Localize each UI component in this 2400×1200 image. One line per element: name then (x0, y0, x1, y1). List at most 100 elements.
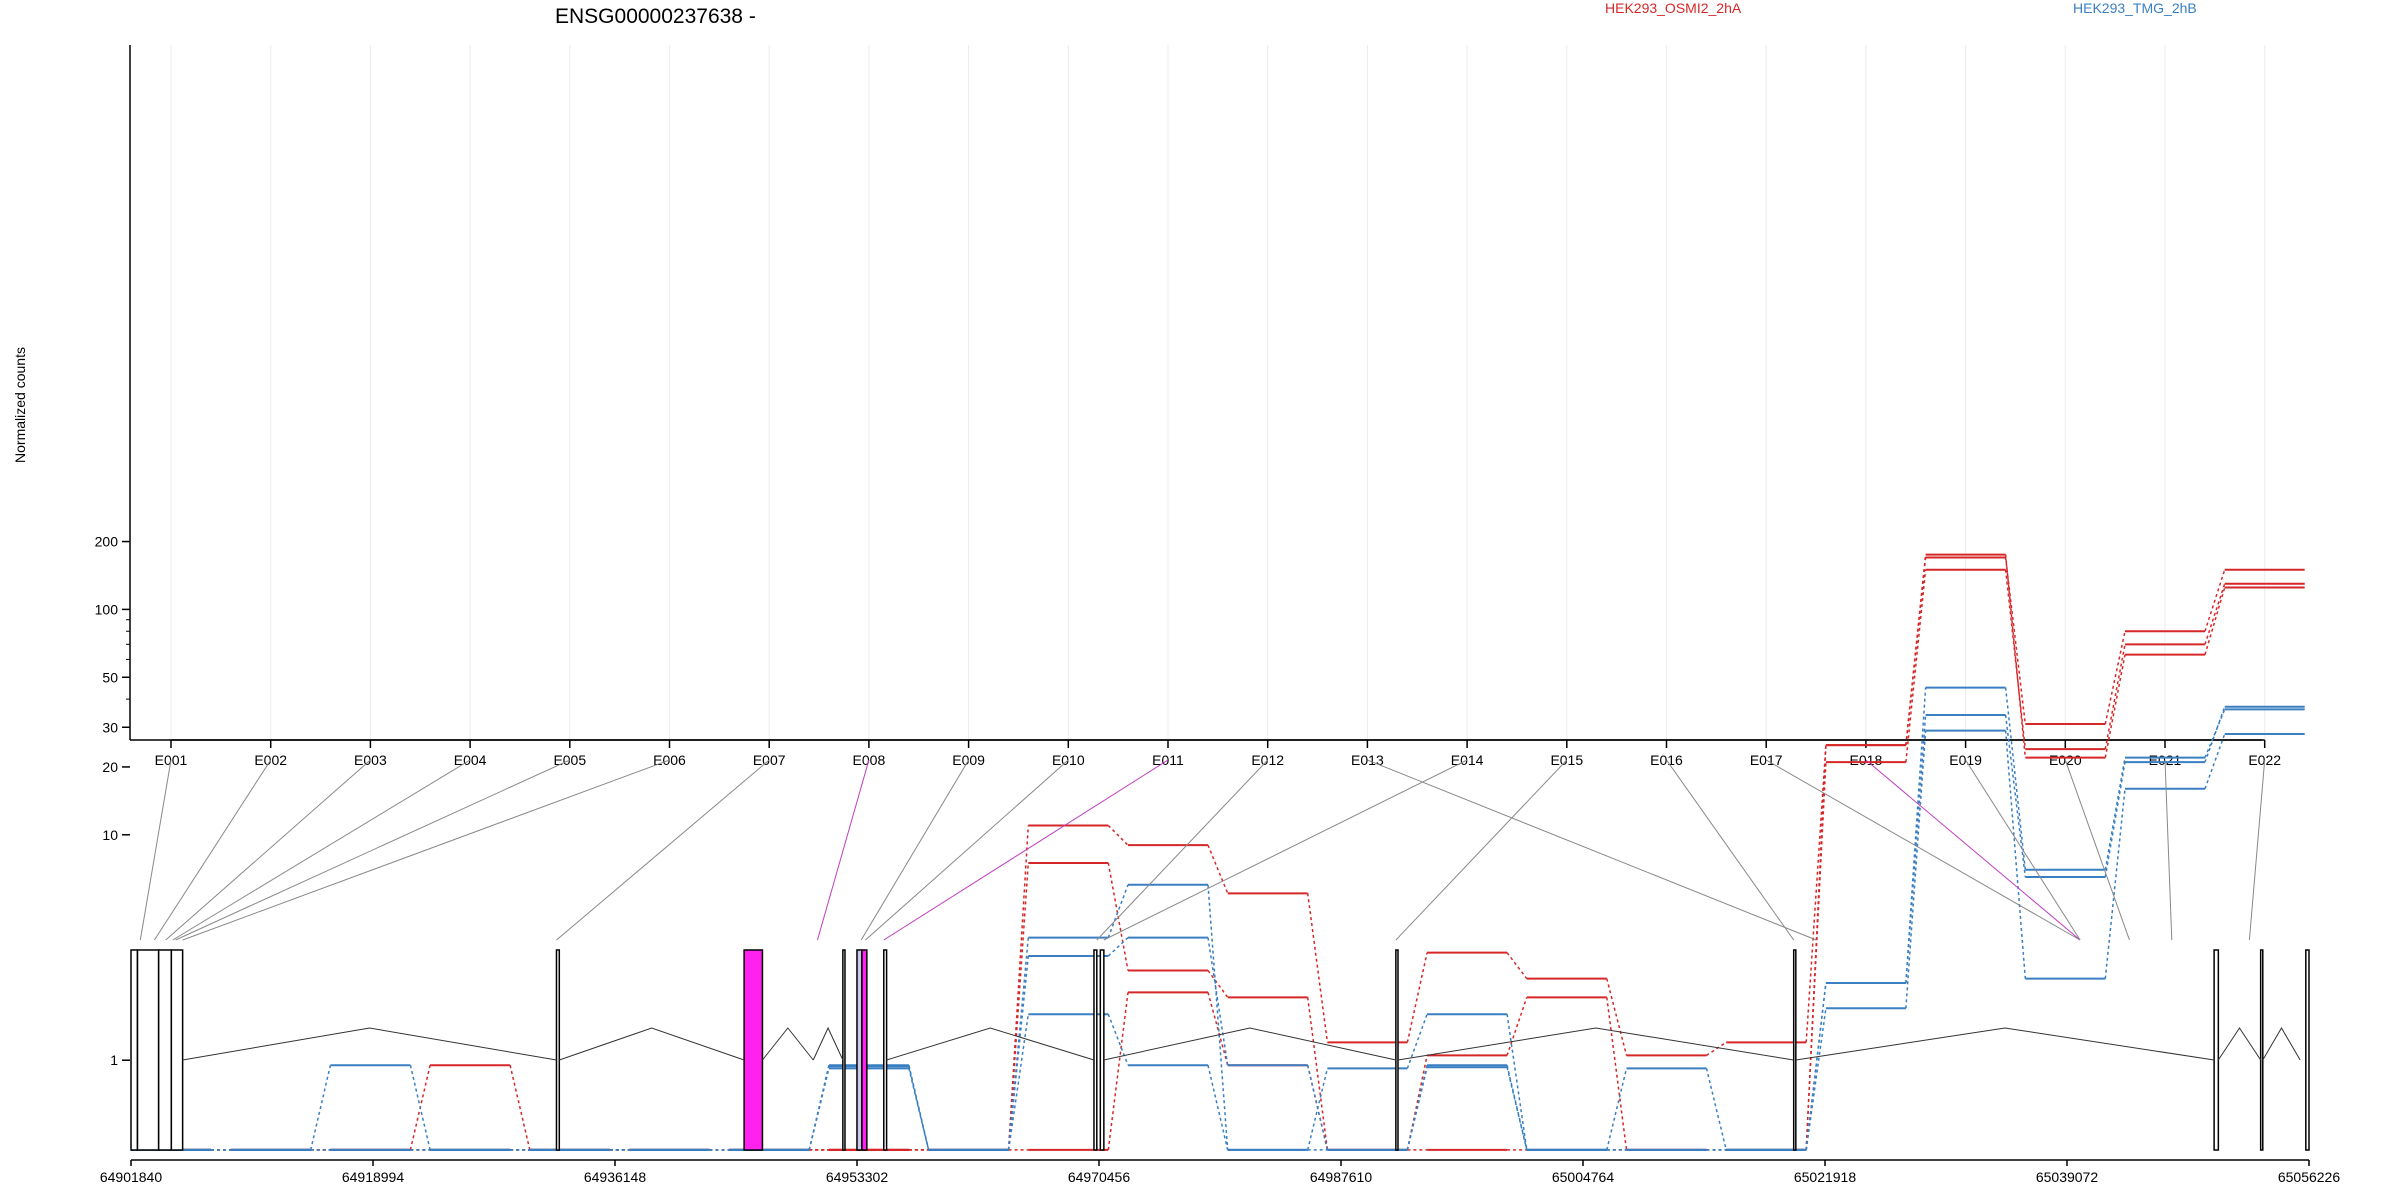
x-tick-label-E022: E022 (2248, 752, 2281, 768)
gridlines (170, 45, 2266, 740)
series-connector (1705, 1068, 1727, 1151)
x-tick-label-E012: E012 (1251, 752, 1284, 768)
exon-block-6 (842, 949, 846, 1151)
exon-block-1 (136, 949, 160, 1151)
series-connector (1306, 893, 1329, 1043)
series-connector (1207, 1065, 1229, 1151)
intron-1 (559, 1027, 745, 1061)
legend-label-tmg: HEK293_TMG_2hB (2073, 0, 2197, 16)
coord-tick-label: 64987610 (1310, 1169, 1373, 1185)
series-connector (1706, 1041, 1727, 1057)
exon-connector-E006 (182, 759, 670, 941)
series-connector (1805, 745, 1827, 1043)
series-connector (1007, 955, 1030, 1150)
exon-block-11 (1099, 949, 1105, 1151)
series-connector (1107, 862, 1129, 971)
exon-connector-E017 (1765, 759, 2081, 941)
series-connector (309, 1065, 332, 1151)
series-connector (2104, 762, 2126, 878)
exon-connector-lines (139, 759, 2266, 941)
exon-block-2 (157, 949, 173, 1151)
series-connector (1007, 1014, 1030, 1151)
y-tick-label: 20 (102, 759, 118, 775)
exon-connector-E020 (2064, 759, 2130, 941)
exon-connector-E012 (1096, 759, 1269, 941)
series-connector (509, 1065, 531, 1151)
x-tick-label-E003: E003 (354, 752, 387, 768)
exon-connector-E008 (816, 759, 870, 941)
intron-5 (1103, 1027, 1396, 1061)
y-tick-label: 10 (102, 827, 118, 843)
series-connector (1805, 745, 1827, 1150)
intron-7 (1795, 1027, 2215, 1061)
exon-connector-E022 (2248, 759, 2266, 941)
series-connector (1207, 884, 1229, 1150)
x-tick-label-E011: E011 (1152, 752, 1184, 768)
y-axis: 1 10 20 30 50 100 200 (95, 45, 131, 1068)
intron-8 (2217, 1027, 2262, 1061)
coord-tick-label: 65056226 (2278, 1169, 2341, 1185)
coord-tick-label: 64901840 (100, 1169, 163, 1185)
x-tick-label-E001: E001 (155, 752, 188, 768)
series-connector (2204, 733, 2226, 790)
x-tick-label-E002: E002 (254, 752, 287, 768)
exon-block-14 (2213, 949, 2220, 1151)
exon-block-4 (555, 949, 561, 1151)
intron-4 (886, 1027, 1095, 1061)
x-tick-label-E007: E007 (753, 752, 786, 768)
series-connector (1905, 569, 1927, 763)
exon-connector-E001 (139, 759, 172, 941)
series-connector (1805, 982, 1827, 1150)
exon-connector-E013 (1367, 759, 1817, 941)
series-connector (1606, 997, 1628, 1150)
series-connector (1306, 1068, 1329, 1151)
series-connector (1905, 714, 1927, 984)
genomic-coordinate-axis: 64901840 64918994 64936148 64953302 64970456… (100, 1159, 2341, 1185)
series-connector (1905, 730, 1927, 1009)
intron-6 (1397, 1027, 1794, 1061)
series-connector (2204, 706, 2226, 763)
exon-block-3 (170, 949, 184, 1151)
series-connector (2004, 554, 2027, 758)
series-connector (1905, 554, 1927, 746)
chart-title: ENSG00000237638 - (555, 5, 756, 28)
exon-block-10 (1093, 949, 1098, 1151)
exon-connector-E015 (1395, 759, 1568, 941)
intron-9 (2262, 1027, 2301, 1061)
series-connector (1506, 1067, 1528, 1151)
series-connector (2004, 569, 2027, 750)
x-tick-label-E009: E009 (952, 752, 985, 768)
exon-connector-E003 (165, 759, 371, 941)
y-tick-label: 100 (95, 601, 119, 617)
intron-2 (762, 1027, 814, 1061)
exon-connector-E009 (860, 759, 970, 941)
series-connector (2204, 583, 2226, 645)
exon-block-12 (1395, 949, 1399, 1151)
exon-block-16 (2305, 949, 2310, 1151)
legend: HEK293_OSMI2_2hA HEK293_TMG_2hB (1605, 0, 2197, 16)
series-connector (1606, 1068, 1628, 1151)
series-connector (1306, 1065, 1329, 1151)
series-connector (1107, 937, 1129, 957)
series-connector (2004, 687, 2027, 870)
exon-block-9 (883, 949, 888, 1151)
series-connector (1406, 1067, 1428, 1151)
y-axis-label: Normalized counts (12, 347, 28, 463)
coord-tick-label: 64970456 (1068, 1169, 1131, 1185)
exon-block-0 (130, 949, 139, 1151)
exon-block-15 (2259, 949, 2264, 1151)
series-connector (1306, 997, 1329, 1150)
series-connector (1606, 978, 1628, 1056)
x-tick-label-E004: E004 (454, 752, 487, 768)
exon-connector-E002 (153, 759, 272, 941)
exon-connector-E010 (865, 759, 1069, 941)
coord-tick-label: 65004764 (1552, 1169, 1615, 1185)
exon-connector-E016 (1666, 759, 1795, 941)
y-tick-label: 200 (95, 534, 119, 550)
series-connector (1207, 992, 1229, 1066)
series-connector (1107, 824, 1129, 846)
coord-tick-label: 64918994 (342, 1169, 405, 1185)
exon-connector-E021 (2164, 759, 2173, 941)
